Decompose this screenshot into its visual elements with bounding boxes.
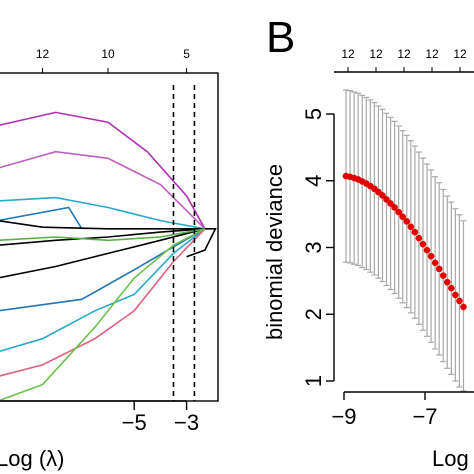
deviance-point <box>419 240 427 248</box>
panel-a-x-tick-label: −3 <box>174 410 199 435</box>
deviance-point <box>423 246 431 254</box>
panel-a-x-label: Log (λ) <box>0 446 64 471</box>
panel-b-deviance-points <box>342 172 467 311</box>
deviance-point <box>452 291 459 299</box>
panel-b-y-tick-label: 1 <box>301 375 326 387</box>
deviance-point <box>383 196 390 203</box>
deviance-point <box>460 303 467 311</box>
panel-b-x-tick-label: −7 <box>412 404 437 429</box>
deviance-point <box>407 223 415 231</box>
deviance-point <box>456 297 463 305</box>
deviance-point <box>443 278 451 286</box>
panel-b-top-tick-label: 12 <box>453 47 467 61</box>
deviance-point <box>395 208 402 216</box>
panel-b-top-tick-label: 12 <box>425 47 439 61</box>
coefficient-path-4 <box>0 206 83 230</box>
panel-b-x-label: Log <box>432 446 469 471</box>
panel-b-top-tick-label: 12 <box>341 47 355 61</box>
coefficient-path-1 <box>0 111 206 230</box>
panel-b-top-tick-label: 12 <box>369 47 383 61</box>
panel-b-y-tick-label: 5 <box>301 108 326 120</box>
coefficient-path-12 <box>0 228 206 402</box>
panel-b-y-tick-label: 2 <box>301 308 326 320</box>
deviance-point <box>411 228 419 236</box>
deviance-point <box>379 192 386 199</box>
coefficient-path-5 <box>0 220 205 230</box>
coefficient-path-11 <box>0 228 206 377</box>
panel-a-bottom-axis: −5 −3 <box>0 400 199 435</box>
coefficient-path-6 <box>0 228 205 246</box>
panel-a-lambda-lines <box>172 85 196 401</box>
panel-b-error-bars <box>343 89 467 392</box>
panel-a-top-tick-label: 10 <box>101 47 115 61</box>
panel-a: 12 10 5 −5 −3 Log (λ) <box>0 47 219 471</box>
deviance-point <box>415 234 423 242</box>
deviance-point <box>387 200 394 207</box>
coefficient-path-7 <box>0 228 206 279</box>
coefficient-path-8 <box>0 228 206 242</box>
panel-a-top-tick-label: 12 <box>36 47 50 61</box>
panel-b-bottom-axis: −9 −7 <box>331 391 474 429</box>
deviance-point <box>403 218 411 225</box>
panel-b-y-tick-label: 4 <box>301 175 326 187</box>
deviance-point <box>399 213 407 221</box>
panel-b-x-tick-label: −9 <box>331 404 356 429</box>
coefficient-path-9 <box>0 228 206 312</box>
coefficient-path-13 <box>186 228 217 258</box>
deviance-point <box>431 259 439 267</box>
panel-b-top-axis: 12 12 12 12 12 <box>341 47 467 72</box>
deviance-point <box>427 252 435 260</box>
panel-b-y-label: binomial deviance <box>262 164 287 340</box>
panel-b-letter: B <box>266 13 295 62</box>
deviance-point <box>439 272 447 279</box>
panel-a-top-axis: 12 10 5 <box>36 47 190 73</box>
panel-b-top-tick-label: 12 <box>397 47 411 61</box>
panel-b-y-axis: 1 2 3 4 5 <box>301 108 335 387</box>
panel-a-top-tick-label: 5 <box>183 47 190 61</box>
deviance-point <box>435 265 443 273</box>
panel-a-x-tick-label: −5 <box>122 410 147 435</box>
deviance-point <box>391 204 398 211</box>
deviance-point <box>448 284 455 292</box>
coefficient-path-3 <box>0 196 206 230</box>
panel-b-y-tick-label: 3 <box>301 241 326 253</box>
coefficient-path-2 <box>0 150 206 230</box>
panel-a-coefficient-paths <box>0 111 217 402</box>
